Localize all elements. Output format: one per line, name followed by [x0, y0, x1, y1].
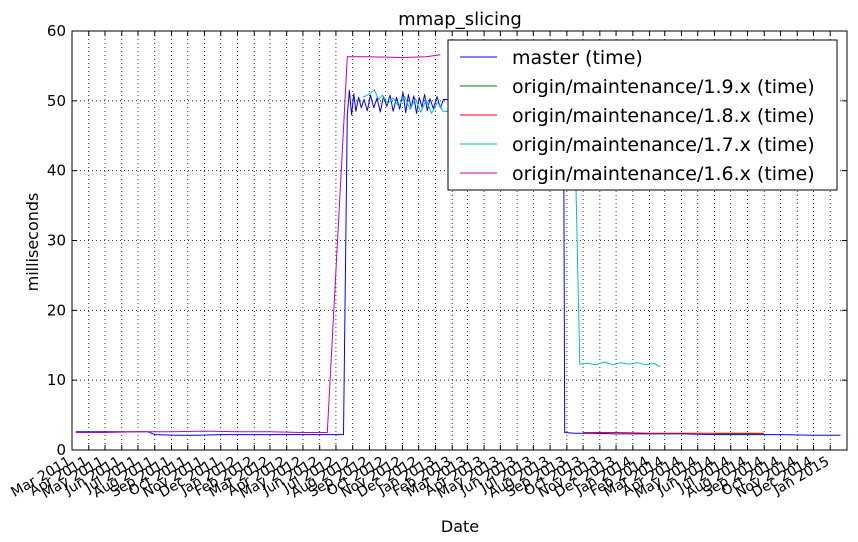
legend: master (time) origin/maintenance/1.9.x (t…: [447, 39, 838, 191]
legend-label: origin/maintenance/1.6.x (time): [512, 163, 815, 185]
y-tick-label: 40: [47, 162, 66, 180]
y-tick-label: 0: [56, 441, 66, 459]
y-axis-label: milliseconds: [23, 193, 42, 292]
chart-title: mmap_slicing: [398, 9, 522, 30]
legend-label: origin/maintenance/1.9.x (time): [512, 76, 815, 98]
y-tick-label: 50: [47, 92, 66, 110]
legend-label: origin/maintenance/1.8.x (time): [512, 105, 815, 127]
y-tick-label: 30: [47, 232, 66, 250]
y-tick-label: 10: [47, 371, 66, 389]
plot-lines: [75, 54, 841, 436]
series-line: [583, 432, 764, 434]
legend-box: [447, 39, 838, 191]
series-line: [75, 54, 441, 433]
series-line: [75, 89, 841, 436]
x-axis-label: Date: [441, 517, 479, 536]
y-tick-label: 20: [47, 301, 66, 319]
legend-label: origin/maintenance/1.7.x (time): [512, 134, 815, 156]
legend-label: master (time): [512, 47, 643, 69]
series-line: [362, 89, 661, 368]
y-tick-label: 60: [47, 22, 66, 40]
